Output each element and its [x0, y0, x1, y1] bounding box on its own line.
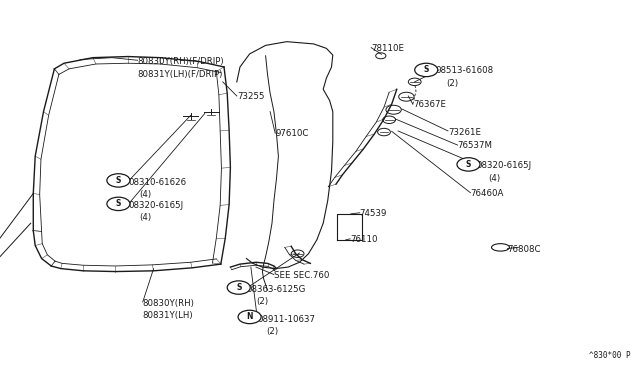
- Text: 76537M: 76537M: [458, 141, 493, 150]
- Circle shape: [107, 197, 130, 211]
- Text: ^830*00 P: ^830*00 P: [589, 351, 630, 360]
- Text: SEE SEC.760: SEE SEC.760: [274, 271, 330, 280]
- Text: 76367E: 76367E: [413, 100, 446, 109]
- Text: 73261E: 73261E: [448, 128, 481, 137]
- Text: S: S: [116, 199, 121, 208]
- Circle shape: [415, 63, 438, 77]
- Text: S: S: [466, 160, 471, 169]
- Text: 08513-61608: 08513-61608: [435, 66, 493, 75]
- Text: 80831Y(LH)(F/DRIP): 80831Y(LH)(F/DRIP): [138, 70, 223, 79]
- Circle shape: [238, 310, 261, 324]
- Circle shape: [227, 281, 250, 294]
- Text: 80831Y(LH): 80831Y(LH): [143, 311, 193, 320]
- Text: (4): (4): [488, 174, 500, 183]
- Text: 78110E: 78110E: [371, 44, 404, 53]
- Text: N: N: [246, 312, 253, 321]
- Text: 08320-6165J: 08320-6165J: [477, 161, 532, 170]
- Text: 76460A: 76460A: [470, 189, 504, 198]
- Circle shape: [107, 174, 130, 187]
- Text: (4): (4): [140, 190, 152, 199]
- Circle shape: [457, 158, 480, 171]
- Text: (2): (2): [256, 297, 268, 306]
- Text: 76808C: 76808C: [508, 245, 541, 254]
- Text: S: S: [424, 65, 429, 74]
- Text: 97610C: 97610C: [275, 129, 308, 138]
- Text: 08911-10637: 08911-10637: [257, 315, 316, 324]
- Text: 08310-61626: 08310-61626: [128, 178, 186, 187]
- Text: 80830Y(RH): 80830Y(RH): [143, 299, 195, 308]
- Text: 08363-6125G: 08363-6125G: [246, 285, 306, 294]
- Text: (4): (4): [140, 213, 152, 222]
- Text: 76110: 76110: [350, 235, 378, 244]
- Text: (2): (2): [266, 327, 278, 336]
- Text: 08320-6165J: 08320-6165J: [128, 201, 183, 210]
- Text: 80830Y(RH)(F/DRIP): 80830Y(RH)(F/DRIP): [138, 57, 224, 66]
- Text: (2): (2): [447, 79, 459, 88]
- Text: 73255: 73255: [237, 92, 264, 101]
- Text: S: S: [116, 176, 121, 185]
- Text: S: S: [236, 283, 241, 292]
- Text: 74539: 74539: [360, 209, 387, 218]
